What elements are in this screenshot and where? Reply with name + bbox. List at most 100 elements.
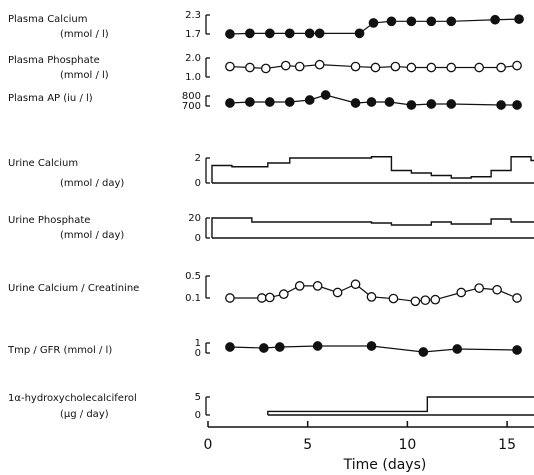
panel-label: Tmp / GFR (mmol / l) [7, 345, 112, 356]
y-tick-label: 700 [182, 101, 201, 112]
point [446, 16, 457, 27]
point [406, 62, 417, 73]
y-tick-label: 2.0 [185, 53, 201, 64]
point [474, 283, 485, 293]
panel-label: Urine Calcium [8, 158, 78, 169]
panel-unit: (mmol / l) [60, 70, 109, 81]
point [366, 341, 377, 351]
point [314, 28, 325, 39]
point [410, 296, 421, 307]
point [446, 99, 457, 109]
point [304, 28, 315, 39]
point [406, 16, 417, 27]
x-axis-title: Time (days) [343, 457, 427, 473]
point [245, 62, 255, 73]
point [354, 28, 365, 39]
point [225, 342, 235, 352]
panel-label: Plasma Phosphate [8, 55, 100, 66]
point [496, 100, 506, 110]
point [278, 289, 289, 299]
panel-unit: (mmol / l) [60, 29, 109, 40]
y-tick-label: 0 [195, 233, 201, 244]
panel-label: Urine Phosphate [8, 215, 90, 226]
point [225, 61, 235, 72]
y-tick-label: 1 [195, 338, 201, 349]
point [245, 97, 255, 107]
point [284, 28, 295, 39]
step-line [211, 156, 534, 183]
panel-label: 1α-hydroxycholecalciferol [8, 393, 137, 404]
x-tick-label: 5 [303, 437, 312, 453]
point [284, 97, 295, 107]
y-tick-label: 1.7 [185, 29, 201, 40]
point [426, 62, 437, 73]
point [514, 14, 524, 24]
y-tick-label: 2.3 [185, 10, 201, 21]
step-line [211, 217, 534, 238]
point [256, 293, 267, 303]
point [304, 95, 315, 105]
y-tick-label: 800 [182, 91, 201, 102]
point [280, 60, 291, 71]
point [264, 97, 275, 107]
y-tick-label: 0 [195, 348, 201, 359]
y-tick-label: 0.1 [185, 293, 201, 304]
point [312, 341, 323, 351]
x-tick-label: 15 [498, 437, 516, 453]
point [274, 342, 285, 352]
point [368, 18, 379, 28]
point [446, 62, 457, 73]
point [388, 293, 399, 304]
y-tick-label: 0.5 [185, 271, 201, 282]
point [225, 293, 235, 303]
point [294, 61, 305, 72]
point [258, 343, 269, 353]
x-tick-label: 0 [204, 437, 213, 453]
point [512, 60, 522, 71]
point [426, 99, 437, 109]
point [426, 16, 437, 27]
y-tick-label: 1.0 [185, 72, 201, 83]
y-tick-label: 0 [195, 410, 201, 421]
point [350, 279, 361, 290]
point [225, 98, 235, 108]
y-tick-label: 5 [195, 392, 201, 403]
point [512, 100, 522, 110]
point [332, 287, 343, 298]
panel-label: Plasma Calcium [8, 14, 87, 25]
point [386, 16, 397, 27]
point [350, 61, 361, 72]
point [264, 292, 275, 303]
point [474, 62, 485, 73]
y-tick-label: 2 [195, 153, 201, 164]
point [452, 344, 463, 354]
panel-label: Urine Calcium / Creatinine [8, 283, 139, 294]
point [245, 28, 255, 39]
point [490, 14, 500, 25]
point [430, 294, 441, 305]
y-tick-label: 0 [195, 178, 201, 189]
panel-unit: (µg / day) [60, 409, 109, 420]
point [492, 284, 502, 295]
point [370, 62, 381, 73]
y-tick-label: 20 [188, 213, 201, 224]
panel-unit: (mmol / day) [60, 230, 124, 241]
point [320, 90, 331, 100]
point [456, 287, 467, 298]
point [260, 63, 271, 74]
point [384, 97, 395, 107]
point [366, 292, 377, 302]
x-tick-label: 10 [398, 437, 416, 453]
point [312, 281, 323, 291]
panel-unit: (mmol / day) [60, 178, 124, 189]
point [390, 61, 401, 72]
point [366, 97, 377, 107]
point [350, 98, 361, 108]
point [225, 29, 235, 39]
point [512, 345, 522, 355]
point [496, 62, 506, 73]
point [264, 28, 275, 39]
panel-label: Plasma AP (iu / l) [8, 93, 93, 104]
step-line [267, 396, 534, 415]
